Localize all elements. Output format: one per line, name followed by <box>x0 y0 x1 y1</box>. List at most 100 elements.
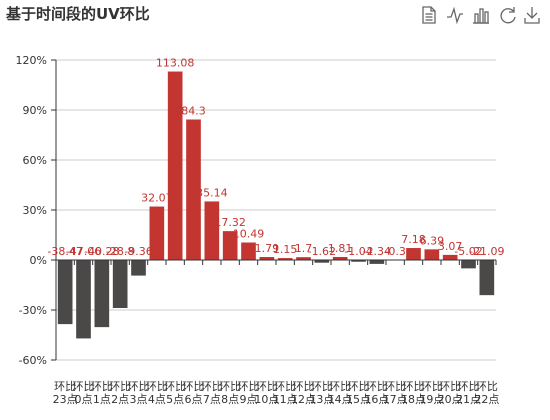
x-tick-label: 环比 <box>109 380 131 393</box>
data-label: 113.08 <box>156 57 195 70</box>
x-tick-label: 环比 <box>219 380 241 393</box>
x-tick-label: 环比 <box>91 380 113 393</box>
data-label: 35.14 <box>196 186 228 199</box>
x-tick-label: 17点 <box>383 393 408 406</box>
x-tick-label: 环比 <box>439 380 461 393</box>
bar[interactable] <box>332 256 348 260</box>
x-tick-label: 环比 <box>183 380 205 393</box>
x-tick-label: 5点 <box>166 393 184 406</box>
x-tick-label: 1点 <box>93 393 111 406</box>
data-label: 32.07 <box>141 192 173 205</box>
data-label: 1.15 <box>273 243 298 256</box>
y-tick-label: 30% <box>23 204 47 217</box>
x-tick-label: 环比 <box>476 380 498 393</box>
x-tick-label: 6点 <box>185 393 203 406</box>
x-tick-label: 环比 <box>73 380 95 393</box>
data-label: 7.18 <box>401 233 426 246</box>
y-tick-label: 90% <box>23 104 47 117</box>
line-chart-icon[interactable] <box>447 6 463 25</box>
x-tick-label: 环比 <box>421 380 443 393</box>
bar[interactable] <box>112 260 128 308</box>
x-tick-label: 环比 <box>256 380 278 393</box>
x-tick-label: 环比 <box>238 380 260 393</box>
x-tick-label: 环比 <box>458 380 480 393</box>
x-tick-label: 21点 <box>456 393 481 406</box>
data-label: 1.79 <box>255 242 280 255</box>
data-label: 17.32 <box>214 216 246 229</box>
data-label: -5.02 <box>454 245 482 258</box>
x-tick-label: 16点 <box>364 393 389 406</box>
x-tick-label: 环比 <box>311 380 333 393</box>
y-tick-label: -30% <box>19 304 47 317</box>
data-label: 1.81 <box>328 242 353 255</box>
y-tick-label: -60% <box>19 354 47 367</box>
data-label: -9.36 <box>124 245 152 258</box>
y-tick-label: 120% <box>16 54 47 67</box>
bar[interactable] <box>461 260 476 269</box>
x-tick-label: 20点 <box>438 393 463 406</box>
bar[interactable] <box>204 201 220 260</box>
bar-chart-icon[interactable] <box>473 8 489 24</box>
bar[interactable] <box>186 119 201 261</box>
x-tick-label: 环比 <box>293 380 315 393</box>
x-tick-label: 22点 <box>474 393 499 406</box>
data-label: 10.49 <box>233 228 265 241</box>
bar[interactable] <box>149 206 165 260</box>
bar[interactable] <box>167 71 183 261</box>
x-tick-label: 0点 <box>75 393 93 406</box>
data-label: -40.28 <box>84 245 119 258</box>
chart-title: 基于时间段的UV环比 <box>6 5 150 23</box>
bar[interactable] <box>479 260 495 296</box>
bar[interactable] <box>442 254 458 260</box>
data-label: -2.34 <box>363 245 391 258</box>
data-view-icon[interactable] <box>422 6 436 24</box>
x-tick-label: 9点 <box>240 393 258 406</box>
x-tick-label: 环比 <box>366 380 388 393</box>
y-tick-label: 60% <box>23 154 47 167</box>
bar[interactable] <box>351 260 366 262</box>
data-label: 1.7 <box>295 242 313 255</box>
x-tick-label: 10点 <box>254 393 279 406</box>
data-label: -47.06 <box>66 245 101 258</box>
bar[interactable] <box>241 242 256 260</box>
bar[interactable] <box>406 248 421 260</box>
x-tick-label: 19点 <box>419 393 444 406</box>
x-tick-label: 环比 <box>54 380 76 393</box>
bar[interactable] <box>259 257 275 260</box>
bar[interactable] <box>131 260 146 276</box>
x-tick-label: 环比 <box>146 380 168 393</box>
data-label: -28.8 <box>106 245 134 258</box>
bar[interactable] <box>277 258 293 260</box>
x-tick-label: 环比 <box>274 380 296 393</box>
data-label: -0.3 <box>384 245 405 258</box>
x-tick-label: 8点 <box>221 393 239 406</box>
restore-icon[interactable] <box>500 7 516 24</box>
save-image-icon[interactable] <box>524 7 540 24</box>
x-tick-label: 12点 <box>291 393 316 406</box>
bar[interactable] <box>314 260 330 263</box>
bar[interactable] <box>76 260 91 339</box>
data-label: 6.39 <box>420 234 445 247</box>
x-tick-label: 4点 <box>148 393 166 406</box>
data-label: 3.07 <box>438 240 463 253</box>
chart-toolbox <box>420 5 546 25</box>
x-tick-label: 14点 <box>328 393 353 406</box>
x-tick-label: 2点 <box>111 393 129 406</box>
x-tick-label: 环比 <box>128 380 150 393</box>
bar[interactable] <box>94 260 110 328</box>
bar[interactable] <box>57 260 73 325</box>
bar[interactable] <box>222 231 238 260</box>
data-label: 84.3 <box>181 105 206 118</box>
x-tick-label: 18点 <box>401 393 426 406</box>
x-tick-label: 环比 <box>403 380 425 393</box>
data-label: -38.47 <box>47 245 82 258</box>
x-tick-label: 3点 <box>130 393 148 406</box>
bar[interactable] <box>296 257 311 260</box>
x-tick-label: 11点 <box>273 393 298 406</box>
y-tick-label: 0% <box>30 254 47 267</box>
x-tick-label: 环比 <box>384 380 406 393</box>
bar[interactable] <box>424 249 440 260</box>
x-tick-label: 15点 <box>346 393 371 406</box>
bar[interactable] <box>369 260 385 264</box>
